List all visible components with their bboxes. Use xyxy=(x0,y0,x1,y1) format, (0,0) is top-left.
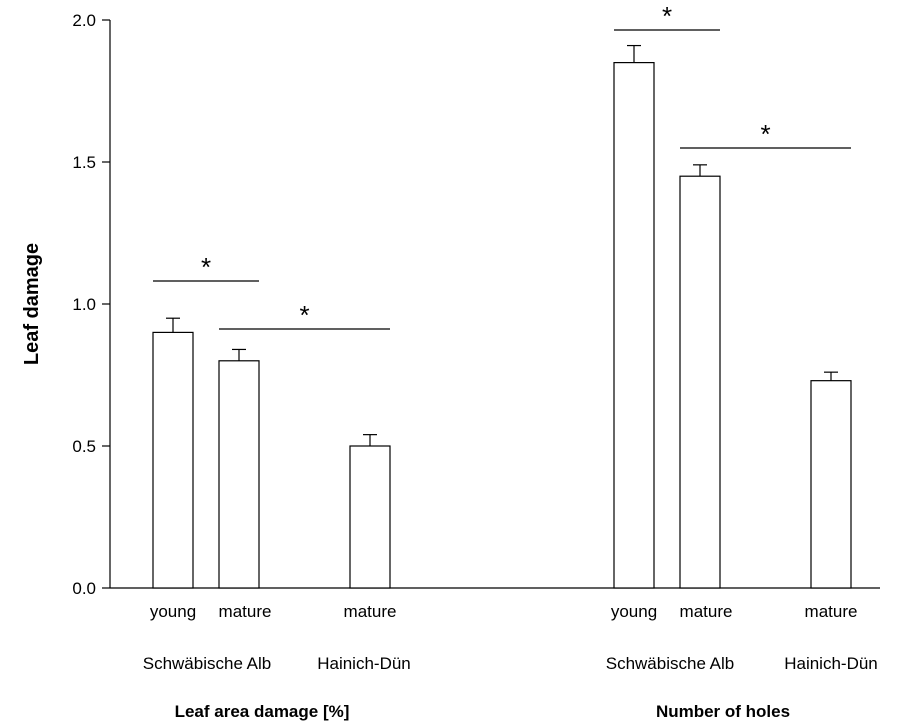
y-tick-label: 0.5 xyxy=(72,437,96,456)
site-label: Hainich-Dün xyxy=(317,654,411,673)
category-label: mature xyxy=(680,602,733,621)
significance-mark: * xyxy=(760,119,770,149)
y-tick-label: 1.5 xyxy=(72,153,96,172)
category-label: young xyxy=(150,602,196,621)
site-label: Schwäbische Alb xyxy=(143,654,272,673)
bar xyxy=(679,175,721,589)
category-label: mature xyxy=(219,602,272,621)
significance-mark: * xyxy=(299,300,309,330)
group-label: Leaf area damage [%] xyxy=(175,702,350,721)
bar xyxy=(152,331,194,589)
site-label: Schwäbische Alb xyxy=(606,654,735,673)
y-tick-label: 0.0 xyxy=(72,579,96,598)
y-axis-label: Leaf damage xyxy=(21,243,43,365)
site-label: Hainich-Dün xyxy=(784,654,878,673)
group-label: Number of holes xyxy=(656,702,790,721)
y-tick-label: 1.0 xyxy=(72,295,96,314)
category-label: mature xyxy=(805,602,858,621)
bar xyxy=(810,380,852,589)
category-label: mature xyxy=(344,602,397,621)
y-tick-label: 2.0 xyxy=(72,11,96,30)
bar xyxy=(218,360,260,589)
bars xyxy=(152,44,852,589)
category-label: young xyxy=(611,602,657,621)
bar xyxy=(613,61,655,589)
bar xyxy=(349,445,391,589)
significance-mark: * xyxy=(662,1,672,31)
significance-mark: * xyxy=(201,252,211,282)
labels: Leaf damage young mature mature Schwäbische … xyxy=(21,1,878,721)
